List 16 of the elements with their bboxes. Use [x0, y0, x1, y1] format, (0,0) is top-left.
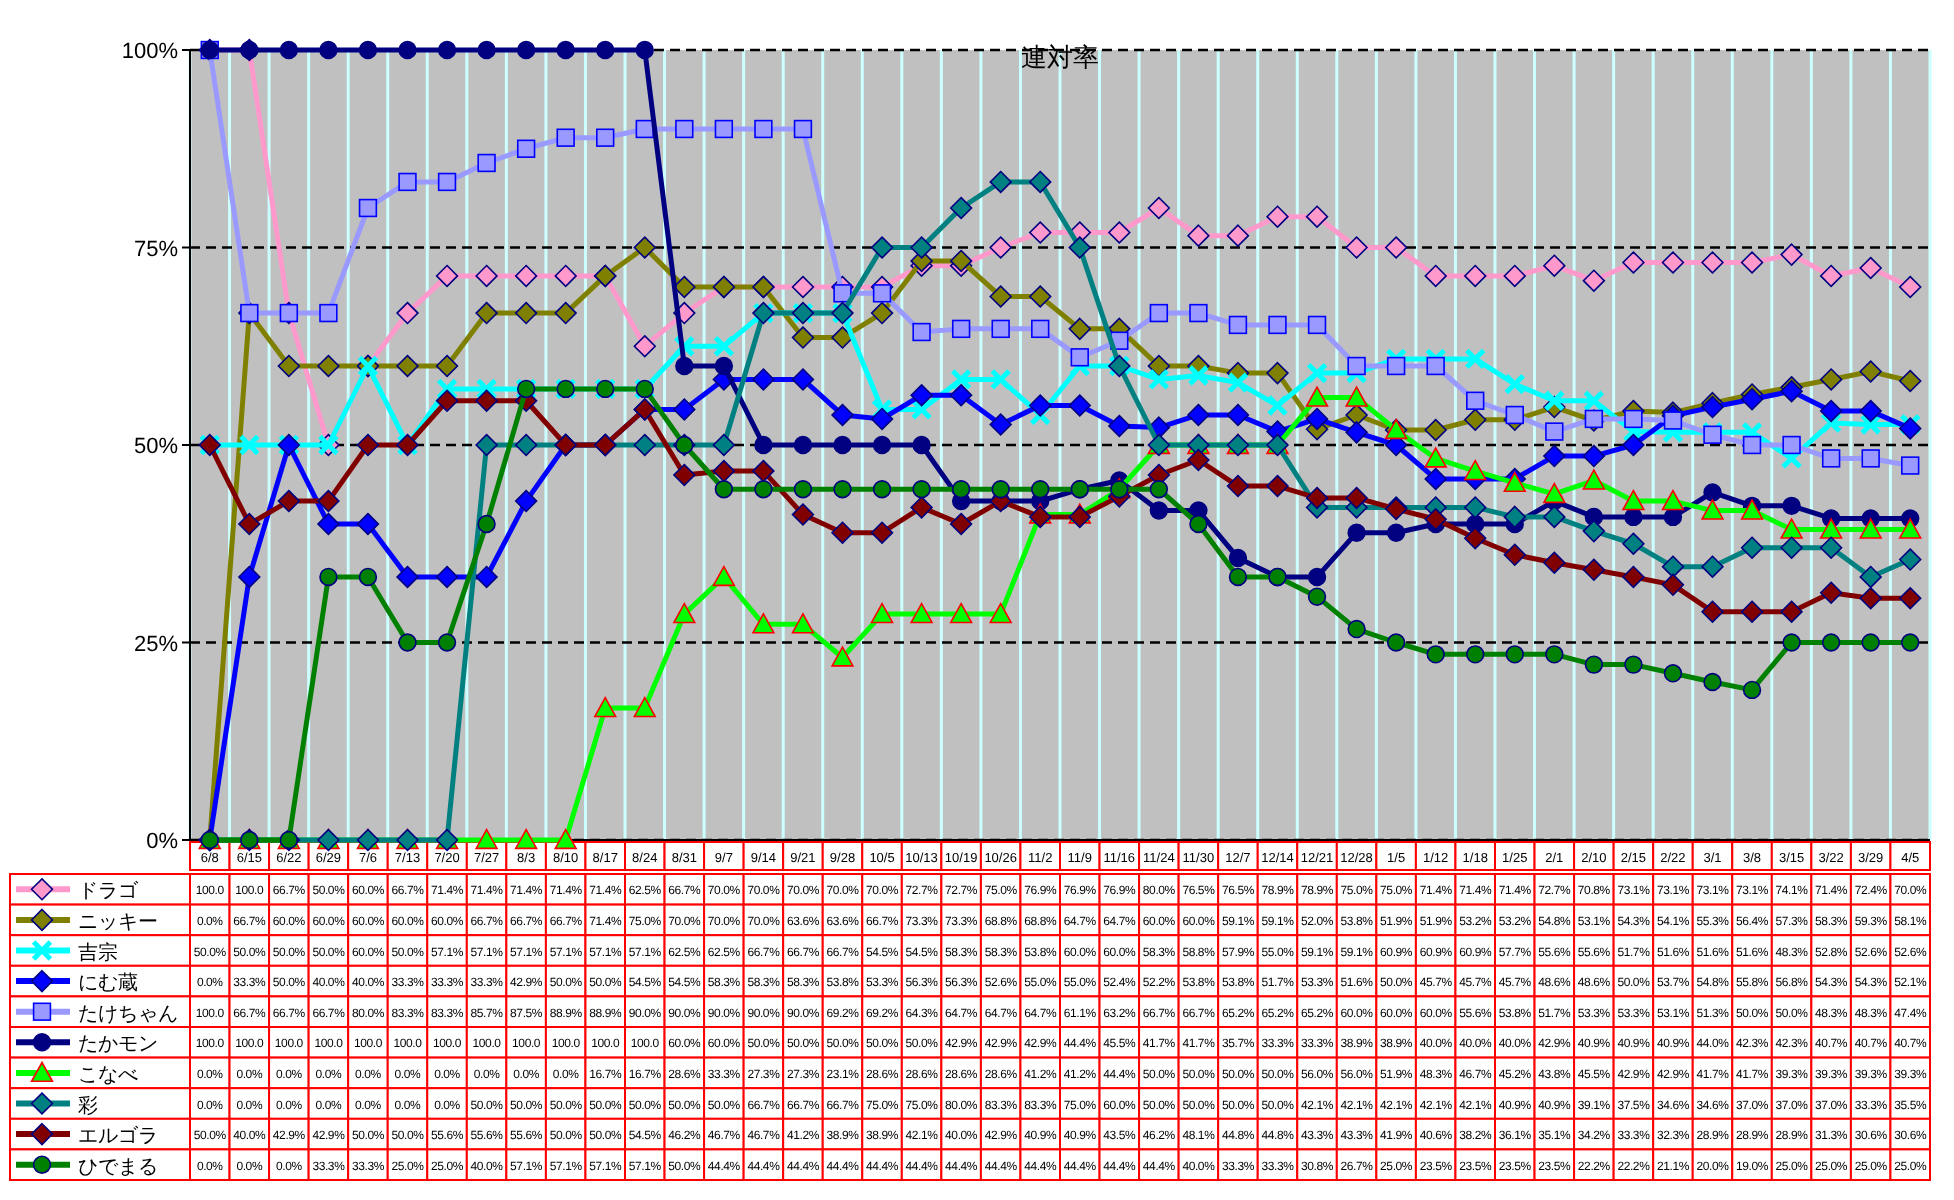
legend-label: ドラゴ [78, 879, 140, 904]
legend-label: ひでまる [78, 1156, 158, 1179]
y-tick-label: 25% [133, 632, 179, 657]
legend-label: にむ蔵 [78, 971, 138, 996]
legend-label: こなべ [78, 1064, 138, 1087]
y-tick-label: 0% [146, 830, 179, 854]
chart-title: 連対率 [1021, 42, 1099, 72]
y-tick-label: 100% [121, 40, 179, 64]
y-tick-label: 75% [133, 237, 179, 262]
y-tick-label: 50% [133, 435, 179, 459]
legend-label: エルゴラ [78, 1124, 158, 1149]
legend-label: たけちゃん [78, 1003, 178, 1026]
legend-label: たかモン [78, 1034, 158, 1057]
legend-label: 彩 [78, 1093, 98, 1118]
legend-label: ニッキー [78, 911, 158, 934]
legend-label: 吉宗 [78, 940, 118, 965]
